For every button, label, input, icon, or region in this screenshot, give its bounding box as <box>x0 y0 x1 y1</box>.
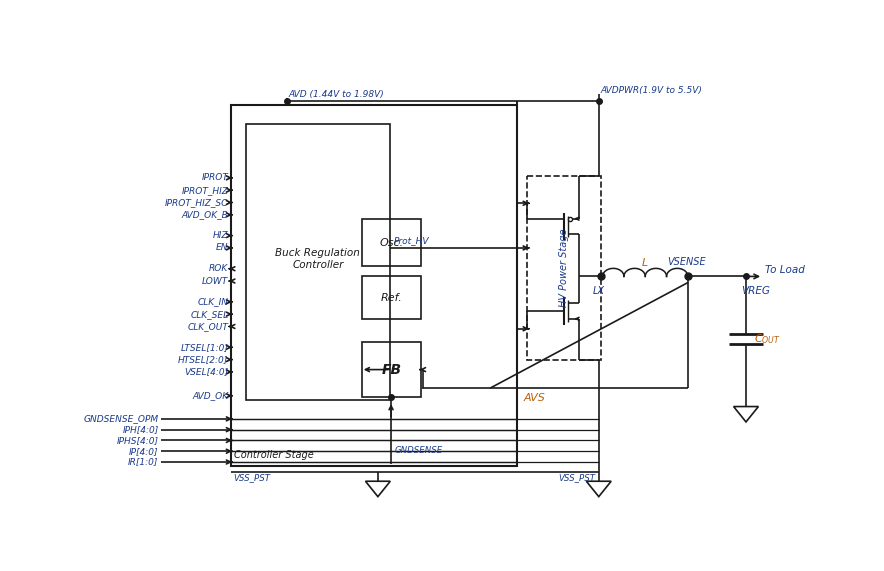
Text: AVDPWR(1.9V to 5.5V): AVDPWR(1.9V to 5.5V) <box>600 86 702 95</box>
Text: Osc.: Osc. <box>379 238 403 248</box>
Bar <box>362 219 421 267</box>
Text: IPROT_HIZ: IPROT_HIZ <box>181 186 228 195</box>
Text: To Load: To Load <box>766 266 805 275</box>
Text: AVD_OK_B: AVD_OK_B <box>181 210 228 219</box>
Text: AVS: AVS <box>523 393 545 403</box>
Text: AVD (1.44V to 1.98V): AVD (1.44V to 1.98V) <box>289 90 385 99</box>
Text: EN: EN <box>216 243 228 252</box>
Text: IR[1:0]: IR[1:0] <box>128 457 158 467</box>
Text: IPH[4:0]: IPH[4:0] <box>122 425 158 434</box>
Text: Buck Regulation: Buck Regulation <box>276 248 361 258</box>
Text: IPROT: IPROT <box>202 174 228 182</box>
Text: AVD_OK: AVD_OK <box>192 391 228 400</box>
Bar <box>362 276 421 319</box>
Text: LOWT: LOWT <box>202 276 228 286</box>
Text: HTSEL[2:0]: HTSEL[2:0] <box>178 355 228 364</box>
Bar <box>246 124 390 400</box>
Bar <box>362 342 421 397</box>
Text: L: L <box>642 258 648 268</box>
Text: FB: FB <box>381 363 401 377</box>
Text: VREG: VREG <box>741 286 770 296</box>
Text: HV Power Stage: HV Power Stage <box>560 229 569 307</box>
Text: CLK_IN: CLK_IN <box>197 297 228 306</box>
Text: GNDSENSE_OPM: GNDSENSE_OPM <box>83 415 158 423</box>
Text: VSEL[4:0]: VSEL[4:0] <box>184 367 228 376</box>
Text: ROK: ROK <box>209 264 228 273</box>
Text: LTSEL[1:0]: LTSEL[1:0] <box>180 343 228 352</box>
Bar <box>528 176 601 360</box>
Text: Prot_HV: Prot_HV <box>394 236 430 245</box>
Text: LX: LX <box>593 286 605 296</box>
Text: IPROT_HIZ_SC: IPROT_HIZ_SC <box>165 198 228 207</box>
Text: IPHS[4:0]: IPHS[4:0] <box>117 436 158 445</box>
Bar <box>231 106 517 466</box>
Text: VSS_PST: VSS_PST <box>559 473 596 482</box>
Text: GNDSENSE: GNDSENSE <box>394 446 442 455</box>
Text: Controller Stage: Controller Stage <box>233 450 314 460</box>
Text: CLK_SEL: CLK_SEL <box>190 309 228 319</box>
Text: Controller: Controller <box>292 260 344 270</box>
Text: VSENSE: VSENSE <box>667 257 705 267</box>
Text: Ref.: Ref. <box>381 292 402 303</box>
Text: CLK_OUT: CLK_OUT <box>187 322 228 331</box>
Text: $C_{OUT}$: $C_{OUT}$ <box>754 332 781 346</box>
Text: VSS_PST: VSS_PST <box>233 473 271 482</box>
Text: HIZ: HIZ <box>213 231 228 240</box>
Text: IP[4:0]: IP[4:0] <box>129 447 158 456</box>
